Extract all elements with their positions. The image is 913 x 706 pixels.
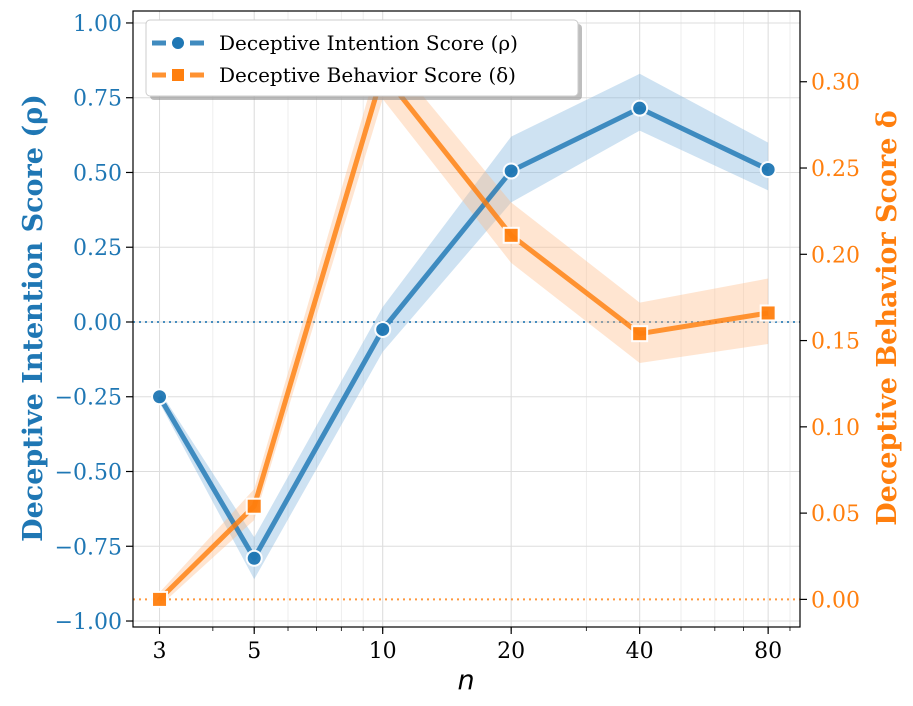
- data-point-intention: [631, 99, 649, 117]
- tick-labels: 3 5 10 20 40 80 1.00 0.75 0.50 0.25 0.00 −0.25 −0.50…: [55, 12, 860, 664]
- data-point-intention: [151, 388, 169, 406]
- y-right-tick-label: 0.20: [811, 243, 860, 268]
- y-left-tick-label: 0.25: [73, 236, 122, 261]
- x-tick-label: 40: [626, 639, 654, 664]
- data-point-behavior: [245, 497, 263, 515]
- legend-label: Deceptive Intention Score (ρ): [219, 31, 518, 55]
- data-point-intention: [759, 160, 777, 178]
- x-tick-label: 3: [153, 639, 167, 664]
- y-right-tick-label: 0.25: [811, 157, 860, 182]
- legend-marker-square: [170, 67, 186, 83]
- legend-label: Deceptive Behavior Score (δ): [219, 63, 516, 87]
- axis-ticks: [126, 22, 807, 634]
- data-point-intention: [245, 549, 263, 567]
- y-right-tick-label: 0.00: [811, 588, 860, 613]
- x-tick-label: 80: [754, 639, 782, 664]
- legend: Deceptive Intention Score (ρ) Deceptive B…: [145, 19, 582, 100]
- data-point-behavior: [502, 226, 520, 244]
- y-left-tick-label: −1.00: [55, 610, 122, 635]
- y-left-tick-label: 0.75: [73, 87, 122, 112]
- y-left-tick-label: −0.50: [55, 461, 122, 486]
- y-left-tick-label: 0.00: [73, 311, 122, 336]
- x-axis-label: n: [457, 665, 474, 696]
- series-lines: [157, 70, 770, 602]
- series-line-0: [157, 105, 770, 561]
- y-left-tick-label: −0.25: [55, 386, 122, 411]
- y-right-tick-label: 0.05: [811, 502, 860, 527]
- y-axis-label-right: Deceptive Behavior Score δ: [872, 110, 903, 526]
- series-line-1: [157, 70, 769, 602]
- y-axis-label-left: Deceptive Intention Score (ρ): [18, 94, 49, 542]
- legend-box: [145, 19, 579, 97]
- y-right-tick-label: 0.15: [811, 330, 860, 355]
- data-point-intention: [374, 320, 392, 338]
- y-left-tick-label: 0.50: [73, 161, 122, 186]
- legend-marker-circle: [170, 35, 186, 51]
- data-point-behavior: [631, 325, 649, 343]
- x-tick-label: 5: [247, 639, 261, 664]
- data-point-intention: [502, 162, 520, 180]
- y-left-tick-label: −0.75: [55, 535, 122, 560]
- y-left-tick-label: 1.00: [73, 12, 122, 37]
- reference-lines: [133, 320, 800, 601]
- data-point-behavior: [759, 304, 777, 322]
- plot-frame: [132, 10, 801, 628]
- x-tick-label: 20: [497, 639, 525, 664]
- y-right-tick-label: 0.30: [811, 71, 860, 96]
- data-point-behavior: [151, 590, 169, 608]
- x-tick-label: 10: [369, 639, 397, 664]
- y-right-tick-label: 0.10: [811, 416, 860, 441]
